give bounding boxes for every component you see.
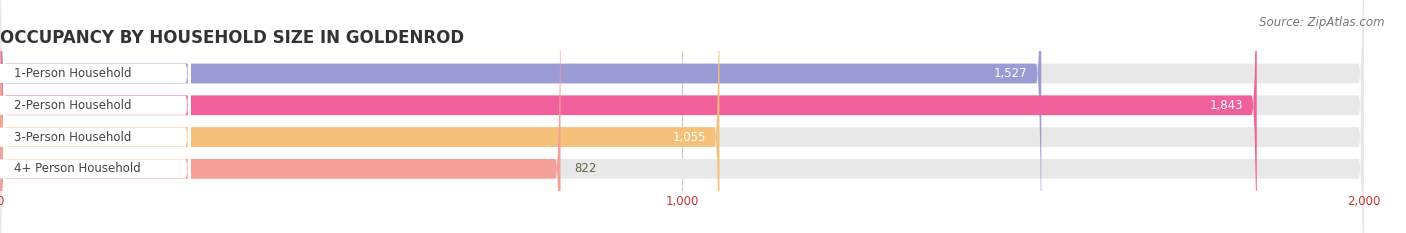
Text: 822: 822 <box>574 162 596 175</box>
Text: 1,055: 1,055 <box>672 130 706 144</box>
FancyBboxPatch shape <box>0 0 1364 233</box>
FancyBboxPatch shape <box>0 0 561 233</box>
FancyBboxPatch shape <box>0 0 191 233</box>
FancyBboxPatch shape <box>0 0 720 233</box>
Text: OCCUPANCY BY HOUSEHOLD SIZE IN GOLDENROD: OCCUPANCY BY HOUSEHOLD SIZE IN GOLDENROD <box>0 29 464 47</box>
FancyBboxPatch shape <box>0 0 191 233</box>
Text: 1-Person Household: 1-Person Household <box>14 67 131 80</box>
FancyBboxPatch shape <box>0 0 1364 233</box>
Text: 4+ Person Household: 4+ Person Household <box>14 162 141 175</box>
FancyBboxPatch shape <box>0 0 1364 233</box>
FancyBboxPatch shape <box>0 0 1257 233</box>
FancyBboxPatch shape <box>0 0 191 233</box>
Text: 3-Person Household: 3-Person Household <box>14 130 131 144</box>
Text: 1,527: 1,527 <box>994 67 1028 80</box>
Text: 2-Person Household: 2-Person Household <box>14 99 131 112</box>
FancyBboxPatch shape <box>0 0 191 233</box>
Text: Source: ZipAtlas.com: Source: ZipAtlas.com <box>1260 16 1385 29</box>
FancyBboxPatch shape <box>0 0 1042 233</box>
Text: 1,843: 1,843 <box>1209 99 1243 112</box>
FancyBboxPatch shape <box>0 0 1364 233</box>
